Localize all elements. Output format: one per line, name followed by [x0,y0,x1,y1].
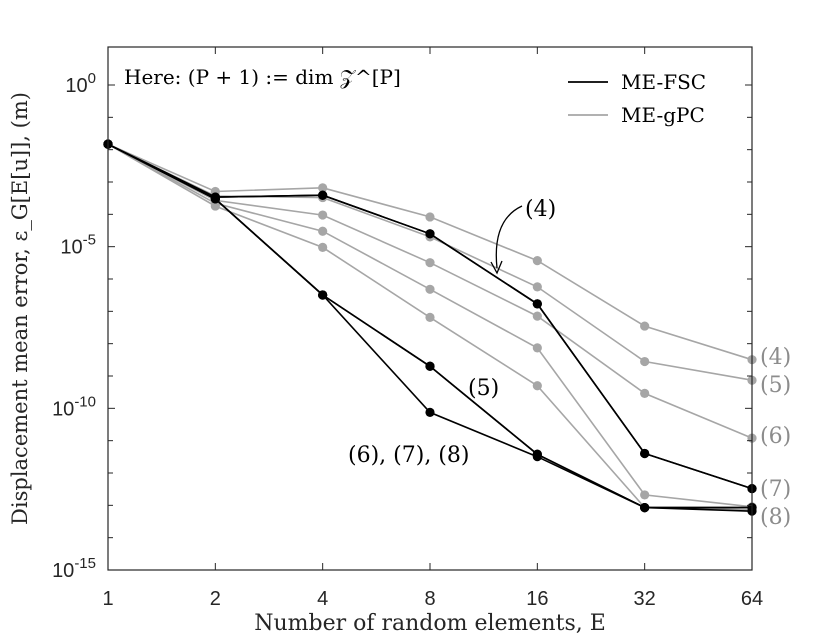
data-point-me-gpc-6 [425,258,435,268]
annotation-arrow [495,205,523,269]
data-point-me-gpc-7 [640,490,650,500]
legend-label: ME-FSC [621,70,706,94]
x-tick-label: 32 [634,588,656,610]
annotation-arrowhead [490,260,503,275]
data-point-me-gpc-8 [532,381,542,391]
x-tick-label: 4 [317,588,328,610]
y-axis-label: Displacement mean error, ε_G[E[u]], (m) [8,92,32,525]
y-tick-label: 10-5 [60,232,96,259]
y-tick-label: 10-10 [52,393,96,420]
data-point-me-gpc-4 [425,212,435,222]
data-point-me-gpc-7 [532,343,542,353]
chart-annotation: Here: (P + 1) := dim 𝒵^[P] [124,65,401,89]
data-point-me-gpc-7 [425,284,435,294]
y-tick-label: 100 [65,70,96,97]
y-tick-label-base: 10 [52,398,74,420]
y-tick-label-base: 10 [60,237,82,259]
x-axis-label: Number of random elements, E [254,611,606,636]
data-point-me-fsc-8 [532,452,542,462]
data-point-me-gpc-4 [318,183,328,193]
data-point-me-gpc-4 [532,256,542,266]
data-point-me-gpc-6 [318,210,328,220]
data-point-me-gpc-8 [318,242,328,252]
data-point-me-fsc-5 [425,229,435,239]
right-level-label: (7) [760,477,791,502]
series-layer [103,139,757,516]
right-level-label: (5) [760,373,791,398]
x-tick-label: 64 [741,588,763,610]
annotation-label: (5) [468,376,499,401]
right-level-label: (4) [760,345,791,370]
data-point-me-fsc-5 [532,299,542,309]
data-point-me-gpc-5 [532,282,542,292]
data-point-me-gpc-6 [532,311,542,321]
data-point-me-gpc-6 [640,388,650,398]
legend-label: ME-gPC [621,103,705,127]
data-point-me-fsc-8 [210,194,220,204]
axes-layer [107,46,753,571]
data-point-me-fsc-8 [318,290,328,300]
data-point-me-gpc-5 [640,356,650,367]
legend: ME-FSC ME-gPC [568,70,706,127]
data-point-me-gpc-8 [210,201,220,211]
annotation-label: (6), (7), (8) [348,443,469,468]
data-point-me-fsc-8 [425,407,435,417]
x-tick-label: 16 [526,588,548,610]
data-point-me-fsc-8 [640,503,650,513]
x-tick-label: 2 [210,588,221,610]
y-tick-label: 10-15 [52,555,96,582]
x-tick-label: 8 [424,588,435,610]
data-point-me-fsc-7 [425,361,435,371]
data-point-me-gpc-7 [318,226,328,236]
data-point-me-fsc-5 [640,448,650,459]
data-point-me-fsc-5 [318,190,328,200]
y-tick-label-base: 10 [52,560,74,582]
x-tick-label: 1 [102,588,113,610]
y-tick-label-base: 10 [65,75,87,97]
data-point-me-gpc-4 [640,321,650,331]
right-level-label: (8) [760,505,791,530]
series-line-me-gpc-4 [107,143,753,361]
y-tick-label-exponent: 0 [88,70,96,87]
y-tick-label-exponent: -5 [83,232,96,249]
y-tick-label-exponent: -15 [74,555,96,572]
right-level-label: (6) [760,424,791,449]
annotation-label: (4) [525,197,556,222]
data-point-me-gpc-8 [425,312,435,322]
y-tick-label-exponent: -10 [74,393,96,410]
